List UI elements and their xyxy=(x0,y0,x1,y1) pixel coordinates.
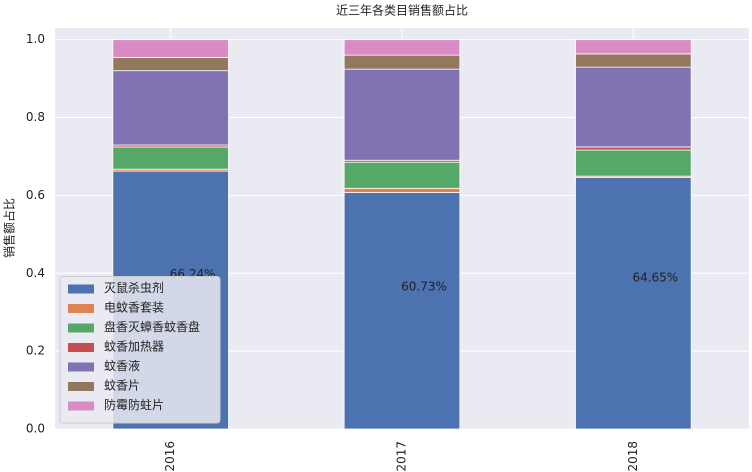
bar-segment xyxy=(112,70,229,146)
bar-segment xyxy=(575,176,692,430)
legend-label: 蚊香加热器 xyxy=(104,339,164,354)
legend-label: 盘香灭蟑香蚊香盘 xyxy=(104,319,200,334)
bar-segment xyxy=(343,68,461,161)
bar-segment xyxy=(112,146,229,170)
legend-box xyxy=(59,276,221,424)
y-tick-label: 0.8 xyxy=(26,110,45,124)
value-label: 64.65% xyxy=(632,270,678,284)
bar-segment xyxy=(343,54,461,70)
bar-segment xyxy=(575,39,692,55)
legend-swatch xyxy=(68,323,94,333)
legend-swatch xyxy=(68,382,94,391)
bar-segment xyxy=(343,39,461,56)
y-tick-label: 0.6 xyxy=(26,188,45,202)
y-tick-label: 0.0 xyxy=(26,422,45,436)
legend-swatch xyxy=(68,343,94,352)
bar-segment xyxy=(575,146,692,151)
bar-segment xyxy=(575,149,692,177)
y-axis-label: 销售额占比 xyxy=(2,198,17,258)
bar-segment xyxy=(343,161,461,189)
legend-label: 蚊香液 xyxy=(104,358,140,373)
bar-segment xyxy=(112,39,229,58)
y-tick-label: 0.2 xyxy=(26,344,45,358)
bar-segment xyxy=(343,192,461,430)
legend-swatch xyxy=(68,401,94,411)
bar-segment xyxy=(112,57,229,72)
legend-label: 防霉防蛀片 xyxy=(104,397,164,412)
legend-label: 蚊香片 xyxy=(104,378,140,393)
x-tick-label: 2017 xyxy=(395,441,409,472)
legend-swatch xyxy=(68,304,94,313)
bar-segment xyxy=(343,187,461,193)
y-tick-label: 0.4 xyxy=(26,266,45,280)
value-label: 60.73% xyxy=(401,280,447,294)
bar-segment xyxy=(575,66,692,148)
bar-segment xyxy=(575,53,692,68)
y-tick-label: 1.0 xyxy=(26,32,45,46)
legend-label: 电蚊香套装 xyxy=(104,300,164,315)
legend-label: 灭鼠杀虫剂 xyxy=(104,280,164,295)
legend-swatch xyxy=(68,284,94,294)
legend-swatch xyxy=(68,362,94,372)
chart-title: 近三年各类目销售额占比 xyxy=(336,3,468,18)
x-tick-label: 2016 xyxy=(163,441,177,472)
x-tick-label: 2018 xyxy=(626,441,640,472)
